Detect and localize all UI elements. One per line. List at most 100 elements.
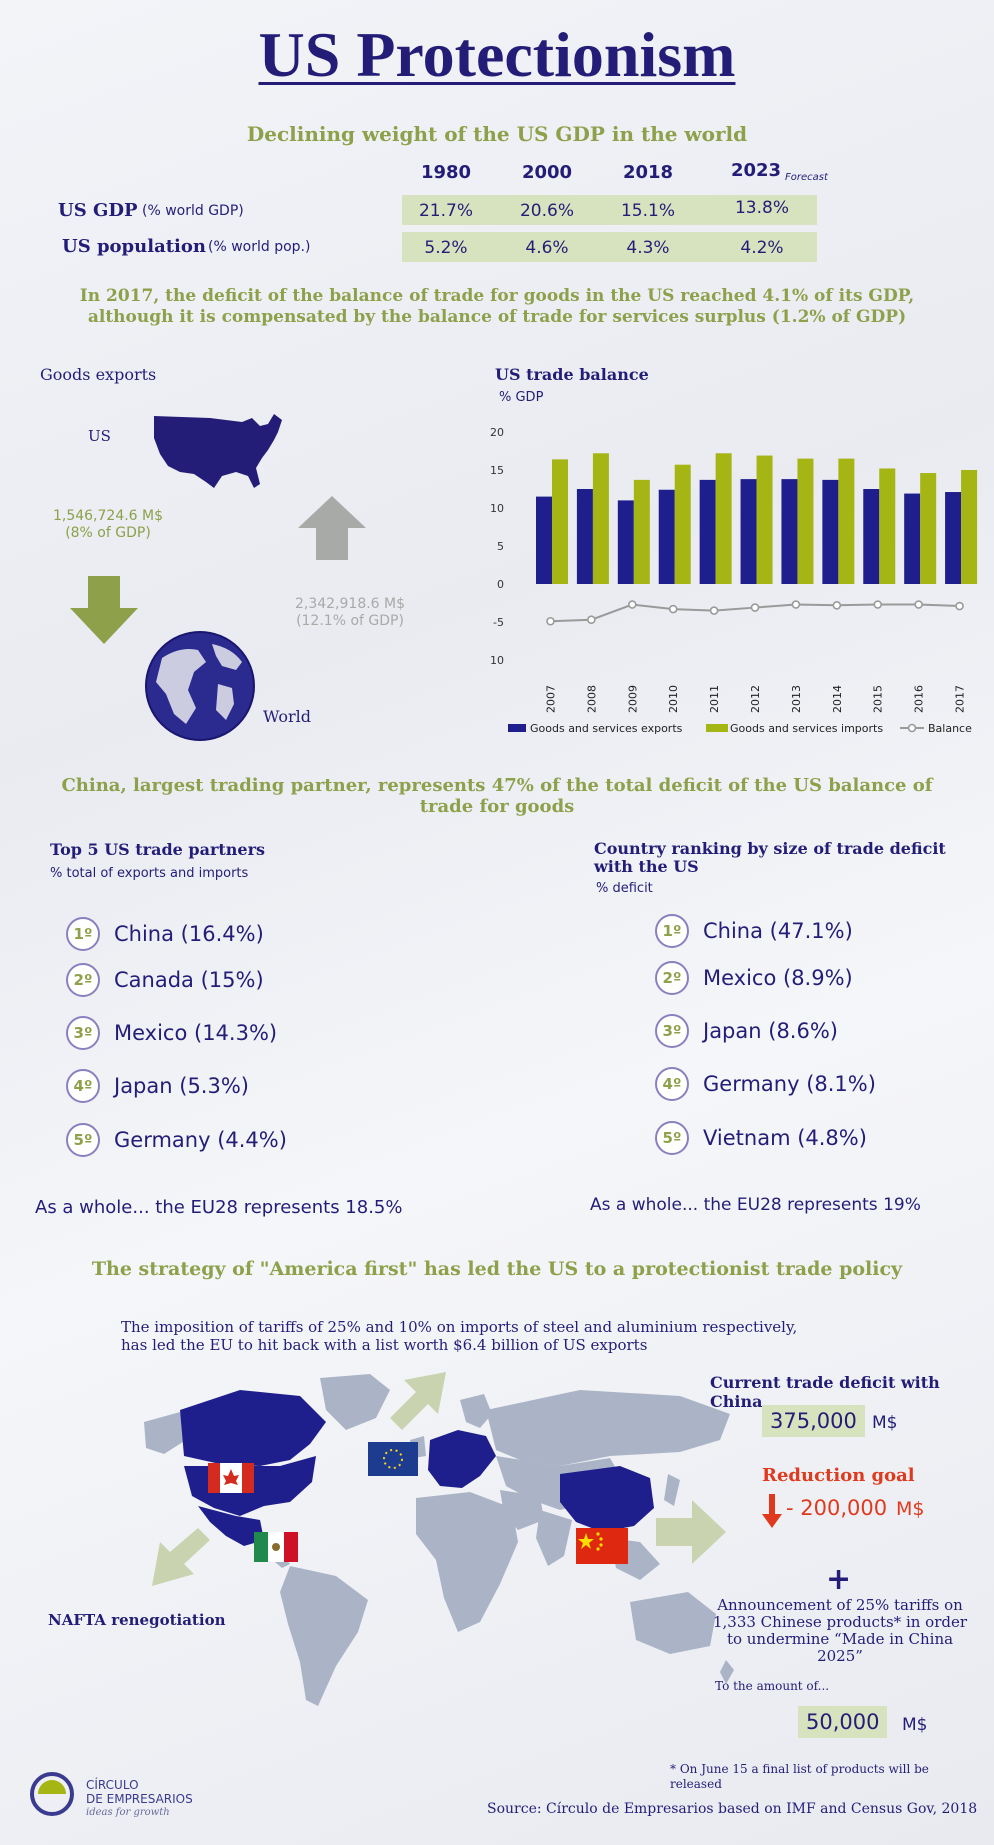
arrow-down-icon xyxy=(70,576,138,644)
balance-point xyxy=(832,600,842,610)
export-bar xyxy=(617,500,634,584)
gdp-row-sublabel: (% world GDP) xyxy=(142,203,244,219)
rank-badge: 5º xyxy=(655,1121,689,1155)
rank-badge: 1º xyxy=(655,914,689,948)
partner-row: 3º Mexico (14.3%) xyxy=(66,1016,277,1050)
export-bar xyxy=(740,479,757,584)
export-bar xyxy=(658,489,675,584)
y-tick-label: -10 xyxy=(490,654,504,667)
ranking-row: 1º China (47.1%) xyxy=(655,914,853,948)
x-tick-label: 2008 xyxy=(585,685,598,713)
arrow-down-left-icon xyxy=(152,1528,210,1586)
footnote-line1: * On June 15 a final list of products wi… xyxy=(670,1762,929,1776)
current-deficit-unit: M$ xyxy=(872,1413,898,1433)
population-value: 4.2% xyxy=(740,238,784,258)
ranking-label: China (47.1%) xyxy=(703,919,853,943)
balance-point xyxy=(873,600,883,609)
x-tick-label: 2009 xyxy=(626,685,639,713)
rank-badge: 5º xyxy=(66,1123,100,1157)
gdp-value: 20.6% xyxy=(519,201,574,221)
legend-swatch-exports xyxy=(508,724,526,732)
x-tick-label: 2011 xyxy=(708,685,721,713)
ranking-label: Japan (8.6%) xyxy=(703,1019,838,1043)
import-bar xyxy=(756,455,773,584)
announcement-line: 2025” xyxy=(817,1647,863,1665)
gdp-value: 13.8% xyxy=(734,198,789,218)
export-bar xyxy=(781,479,798,584)
current-deficit-value: 375,000 xyxy=(762,1405,865,1437)
world-map xyxy=(144,1374,734,1706)
globe-icon xyxy=(145,631,255,741)
tariff-line1: The imposition of tariffs of 25% and 10%… xyxy=(121,1318,798,1336)
arrow-up-right-icon xyxy=(390,1372,446,1430)
partners-title: Top 5 US trade partners xyxy=(50,840,266,859)
arrow-up-icon xyxy=(298,496,366,560)
rank-badge: 2º xyxy=(66,963,100,997)
rank-badge: 3º xyxy=(66,1016,100,1050)
rank-badge: 1º xyxy=(66,917,100,951)
legend-marker-balance xyxy=(907,723,917,733)
import-bar xyxy=(715,453,732,584)
mexico-flag-icon xyxy=(254,1532,298,1562)
legend-label-exports: Goods and services exports xyxy=(530,722,683,735)
gdp-row-bar xyxy=(402,195,817,225)
export-bar xyxy=(576,489,593,584)
reduction-title: Reduction goal xyxy=(762,1465,915,1486)
population-row-bar xyxy=(402,232,817,262)
ranking-title-line1: Country ranking by size of trade deficit xyxy=(594,839,946,858)
balance-point xyxy=(955,601,964,611)
ranking-label: Mexico (8.9%) xyxy=(703,966,853,990)
y-tick-label: 10 xyxy=(490,502,504,515)
rank-badge: 2º xyxy=(655,961,689,995)
ranking-eu-note: As a whole... the EU28 represents 19% xyxy=(590,1195,921,1215)
import-bar xyxy=(879,468,896,584)
partner-row: 1º China (16.4%) xyxy=(66,917,264,951)
balance-point xyxy=(791,600,801,609)
export-bar xyxy=(863,489,880,584)
x-tick-label: 2010 xyxy=(667,685,680,713)
announcement-line: 1,333 Chinese products* in order xyxy=(712,1613,968,1631)
logo-tagline: ideas for growth xyxy=(86,1807,170,1818)
china-heading-line1: China, largest trading partner, represen… xyxy=(61,775,933,796)
circulo-logo-icon xyxy=(30,1772,74,1816)
export-bar xyxy=(822,479,839,584)
chart-title: US trade balance xyxy=(495,365,649,384)
legend-label-imports: Goods and services imports xyxy=(730,722,883,735)
x-tick-label: 2014 xyxy=(831,685,844,713)
ranking-row: 3º Japan (8.6%) xyxy=(655,1014,838,1048)
ranking-row: 2º Mexico (8.9%) xyxy=(655,961,853,995)
ranking-subtitle: % deficit xyxy=(596,881,653,896)
gdp-value: 15.1% xyxy=(620,201,675,221)
world-label: World xyxy=(263,707,311,726)
export-bar xyxy=(536,496,552,584)
logo-text: CÍRCULO DE EMPRESARIOS ideas for growth xyxy=(86,1778,193,1820)
partner-label: Canada (15%) xyxy=(114,968,264,992)
arrow-down-red-icon xyxy=(762,1494,782,1528)
arrow-right-icon xyxy=(656,1500,726,1564)
import-bar xyxy=(674,464,691,584)
ranking-row: 5º Vietnam (4.8%) xyxy=(655,1121,867,1155)
forecast-note: Forecast xyxy=(785,172,828,183)
tariff-line2: has led the EU to hit back with a list w… xyxy=(121,1336,648,1354)
amount-unit: M$ xyxy=(902,1715,928,1735)
announcement-line: to undermine “Made in China xyxy=(726,1630,954,1648)
y-tick-label: -5 xyxy=(493,616,504,629)
y-tick-label: 15 xyxy=(490,464,504,477)
rank-badge: 3º xyxy=(655,1014,689,1048)
balance-point xyxy=(546,616,555,626)
plus-sign: + xyxy=(826,1562,852,1597)
gdp-value: 21.7% xyxy=(418,201,473,221)
eu-flag-icon xyxy=(368,1442,418,1476)
year-header: 2000 xyxy=(521,162,573,183)
footnote-line2: released xyxy=(670,1777,722,1791)
amount-value: 50,000 xyxy=(798,1706,888,1738)
y-tick-label: 20 xyxy=(490,426,504,439)
us-exports-pct: (8% of GDP) xyxy=(65,525,151,541)
reduction-value: - 200,000 xyxy=(786,1496,888,1520)
announcement-text: Announcement of 25% tariffs on 1,333 Chi… xyxy=(700,1597,980,1665)
import-bar xyxy=(592,453,609,584)
balance-point xyxy=(668,604,678,614)
china-heading-line2: trade for goods xyxy=(419,796,575,817)
partners-eu-note: As a whole... the EU28 represents 18.5% xyxy=(35,1197,403,1218)
year-header: 1980 xyxy=(420,162,472,183)
